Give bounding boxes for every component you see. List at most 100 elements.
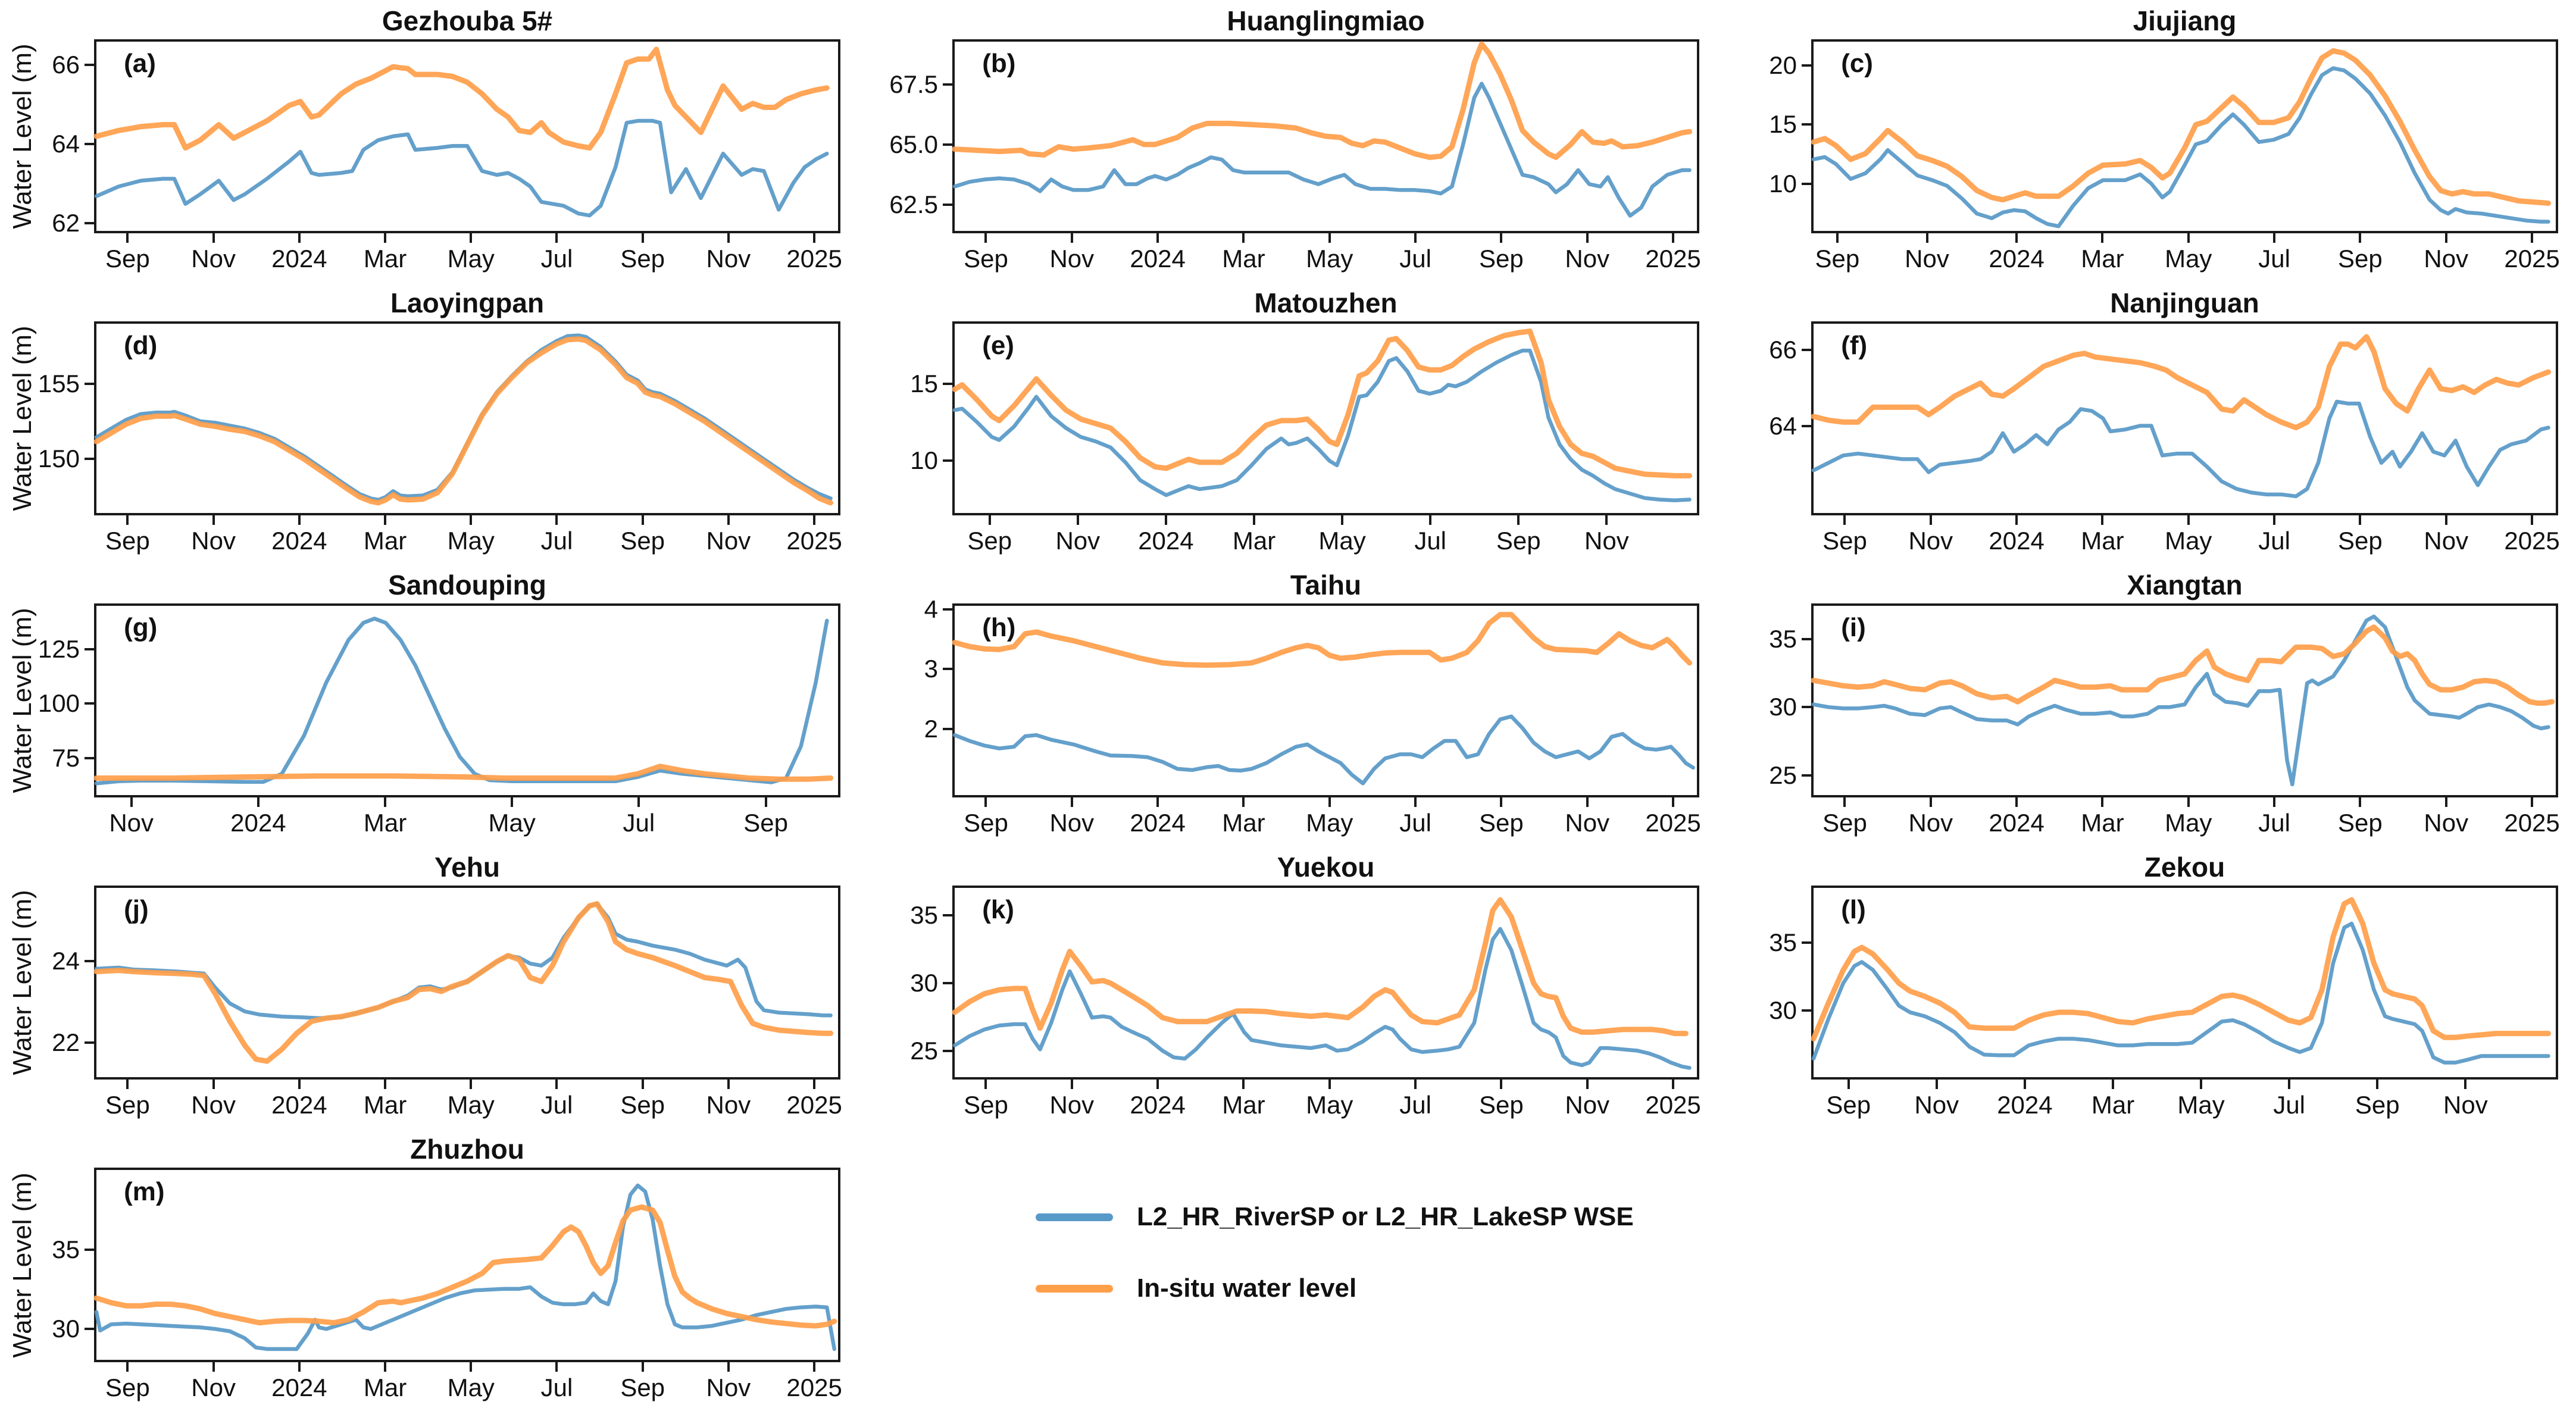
y-tick-label: 66 (52, 51, 80, 79)
x-tick-mark (555, 1080, 558, 1089)
x-tick-label: Nov (706, 527, 751, 555)
x-tick-label: Nov (2424, 527, 2469, 555)
y-tick-mark (85, 757, 94, 760)
x-tick-label: Mar (363, 1374, 407, 1401)
x-tick-label: Sep (2338, 245, 2383, 273)
panel-letter: (c) (1841, 49, 1873, 79)
x-tick-label: Sep (1826, 1091, 1871, 1119)
x-tick-mark (2187, 233, 2190, 243)
x-tick-label: 2024 (271, 527, 327, 555)
swot-series-line (96, 1185, 834, 1349)
x-tick-label: Nov (191, 1091, 236, 1119)
y-tick-label: 66 (1769, 335, 1797, 364)
x-tick-mark (1500, 797, 1503, 807)
legend-item-swot: L2_HR_RiverSP or L2_HR_LakeSP WSE (1036, 1202, 1634, 1232)
x-tick-mark (2187, 797, 2190, 807)
x-tick-mark (1156, 1080, 1159, 1089)
panel-c-jiujiang: Jiujiang (c) 10 15 20 Sep Nov 2024 Mar May Jul Sep N… (1717, 0, 2576, 282)
panel-title: Laoyingpan (390, 287, 545, 318)
x-tick-label: Sep (620, 1374, 665, 1401)
x-tick-mark (1586, 1080, 1589, 1089)
x-tick-label: Nov (2443, 1091, 2488, 1119)
x-tick-mark (1242, 797, 1245, 807)
panel-h-taihu: Taihu (h) 2 3 4 Sep Nov 2024 Mar May Jul Sep Nov 2025 (858, 564, 1717, 846)
x-tick-label: Jul (1399, 245, 1431, 273)
panel-letter: (b) (982, 49, 1016, 79)
panel-letter: (i) (1841, 613, 1866, 643)
x-tick-mark (727, 233, 730, 243)
x-tick-label: Jul (540, 245, 573, 273)
x-tick-label: Mar (363, 245, 407, 273)
y-tick-mark (85, 64, 94, 67)
x-tick-label: Sep (2338, 527, 2383, 555)
legend: L2_HR_RiverSP or L2_HR_LakeSP WSE In-sit… (1036, 1202, 1634, 1345)
x-tick-mark (641, 1080, 644, 1089)
panel-title: Matouzhen (1254, 287, 1398, 318)
plot-area (94, 886, 840, 1080)
panel-letter: (d) (124, 331, 158, 361)
x-tick-mark (1672, 1080, 1675, 1089)
x-tick-mark (984, 1080, 987, 1089)
x-tick-label: 2025 (1645, 1091, 1701, 1119)
x-tick-label: Jul (2258, 809, 2290, 837)
panel-j-yehu: Yehu Water Level (m) (j) 22 24 Sep Nov 2024 Mar M… (0, 846, 858, 1128)
x-tick-mark (1672, 797, 1675, 807)
x-tick-label: Jul (623, 809, 655, 837)
x-tick-mark (2015, 515, 2018, 525)
x-tick-label: Mar (1222, 809, 1265, 837)
insitu-series-line (96, 1207, 834, 1326)
x-tick-label: 2024 (1130, 1091, 1186, 1119)
x-tick-label: May (447, 1374, 495, 1401)
y-tick-label: 35 (52, 1235, 80, 1264)
x-tick-label: 2025 (786, 527, 842, 555)
y-tick-mark (1802, 123, 1811, 126)
x-tick-label: May (1306, 809, 1353, 837)
x-tick-mark (2531, 515, 2534, 525)
legend-label-insitu: In-situ water level (1137, 1274, 1357, 1303)
x-tick-mark (2531, 797, 2534, 807)
x-tick-mark (1414, 233, 1417, 243)
x-tick-mark (2273, 515, 2276, 525)
panel-title: Huanglingmiao (1227, 5, 1425, 36)
y-tick-label: 25 (1769, 761, 1797, 790)
x-tick-label: Jul (2258, 527, 2290, 555)
panel-m-zhuzhou: Zhuzhou Water Level (m) (m) 30 35 Sep Nov 2024 M… (0, 1128, 858, 1411)
x-tick-label: Nov (191, 245, 236, 273)
x-tick-mark (2015, 797, 2018, 807)
y-tick-mark (943, 1050, 952, 1053)
panel-l-zekou: Zekou (l) 30 35 Sep Nov 2024 Mar May Jul Sep Nov (1717, 846, 2576, 1128)
x-tick-mark (1605, 515, 1608, 525)
insitu-series-line (96, 766, 831, 779)
x-tick-mark (257, 797, 260, 807)
x-tick-mark (2359, 797, 2362, 807)
x-tick-mark (126, 515, 129, 525)
y-tick-label: 125 (37, 634, 80, 663)
x-tick-label: Jul (1399, 1091, 1431, 1119)
x-tick-mark (1517, 515, 1520, 525)
x-tick-label: Nov (706, 1374, 751, 1401)
x-tick-mark (212, 1080, 215, 1089)
y-tick-mark (85, 702, 94, 705)
y-tick-mark (85, 1041, 94, 1044)
panel-title: Zhuzhou (410, 1134, 524, 1165)
plot-area (952, 39, 1699, 233)
panel-k-yuekou: Yuekou (k) 25 30 35 Sep Nov 2024 Mar May Jul Sep Nov… (858, 846, 1717, 1128)
x-tick-mark (641, 515, 644, 525)
x-tick-mark (1843, 515, 1846, 525)
x-tick-label: Sep (620, 245, 665, 273)
panel-letter: (e) (982, 331, 1014, 361)
y-tick-mark (85, 1249, 94, 1252)
y-tick-label: 10 (1769, 169, 1797, 198)
x-tick-label: 2025 (2504, 245, 2560, 273)
x-tick-mark (988, 515, 991, 525)
y-tick-label: 67.5 (889, 70, 938, 99)
x-tick-label: Jul (1399, 809, 1431, 837)
x-tick-mark (1500, 233, 1503, 243)
x-tick-mark (212, 1362, 215, 1372)
x-tick-label: May (1306, 1091, 1353, 1119)
panel-title: Taihu (1290, 570, 1362, 600)
y-axis-label: Water Level (m) (8, 326, 37, 511)
x-tick-mark (2015, 233, 2018, 243)
y-tick-mark (1802, 64, 1811, 67)
y-tick-label: 24 (52, 946, 80, 975)
